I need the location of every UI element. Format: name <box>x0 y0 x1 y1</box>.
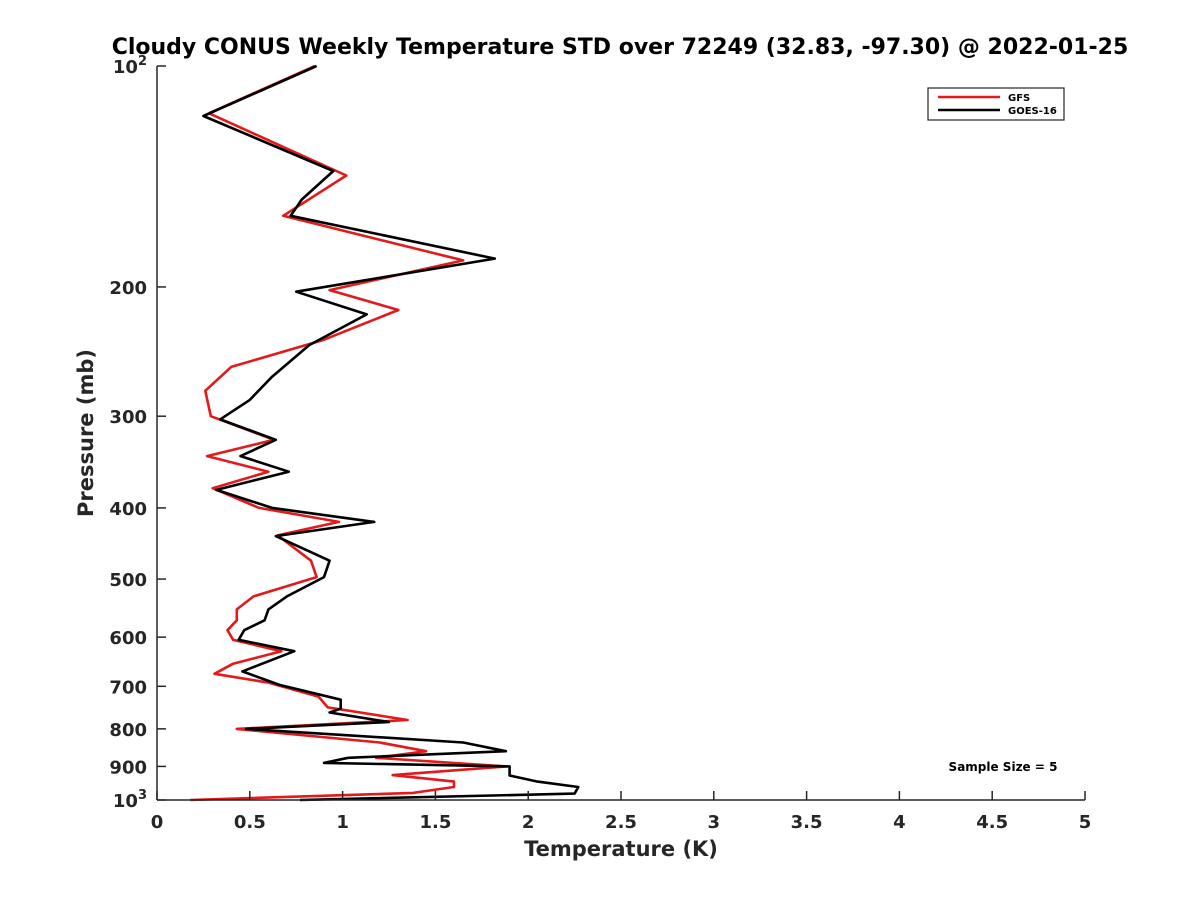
x-tick-label: 1.5 <box>419 812 451 833</box>
legend-box <box>927 87 1065 121</box>
x-axis-label: Temperature (K) <box>524 837 718 861</box>
y-tick-label: 102 <box>113 54 147 78</box>
y-axis-ticks: 102 200 300 400 500 600 700 800 900 103 <box>109 54 166 812</box>
x-tick-label: 4 <box>893 812 906 833</box>
y-tick-label: 200 <box>109 278 147 299</box>
plot-area <box>157 66 1085 800</box>
y-tick-label: 900 <box>109 757 147 778</box>
series-layer <box>190 64 580 802</box>
y-tick-label: 700 <box>109 677 147 698</box>
y-tick-label: 400 <box>109 499 147 520</box>
legend-label-gfs: GFS <box>1008 93 1030 104</box>
y-axis-label: Pressure (mb) <box>74 349 98 517</box>
y-tick-label: 300 <box>109 407 147 428</box>
x-axis-ticks: 0 0.5 1 1.5 2 2.5 3 3.5 4 4.5 5 <box>151 791 1092 833</box>
x-tick-label: 0 <box>151 812 164 833</box>
x-tick-label: 5 <box>1079 812 1092 833</box>
x-tick-label: 0.5 <box>234 812 266 833</box>
series-line-gfs <box>190 64 508 802</box>
legend-label-goes16: GOES-16 <box>1008 106 1057 117</box>
chart-title: Cloudy CONUS Weekly Temperature STD over… <box>112 35 1129 60</box>
x-tick-label: 1 <box>336 812 349 833</box>
x-tick-label: 3 <box>708 812 721 833</box>
x-tick-label: 3.5 <box>791 812 823 833</box>
x-tick-label: 4.5 <box>976 812 1008 833</box>
y-tick-label: 500 <box>109 570 147 591</box>
x-tick-label: 2.5 <box>605 812 637 833</box>
y-tick-label: 103 <box>113 788 147 812</box>
series-line-goes16 <box>202 64 580 802</box>
legend: GFS GOES-16 <box>927 87 1065 121</box>
sample-size-annotation: Sample Size = 5 <box>949 760 1058 774</box>
y-tick-label: 600 <box>109 628 147 649</box>
y-tick-label: 800 <box>109 720 147 741</box>
x-tick-label: 2 <box>522 812 535 833</box>
